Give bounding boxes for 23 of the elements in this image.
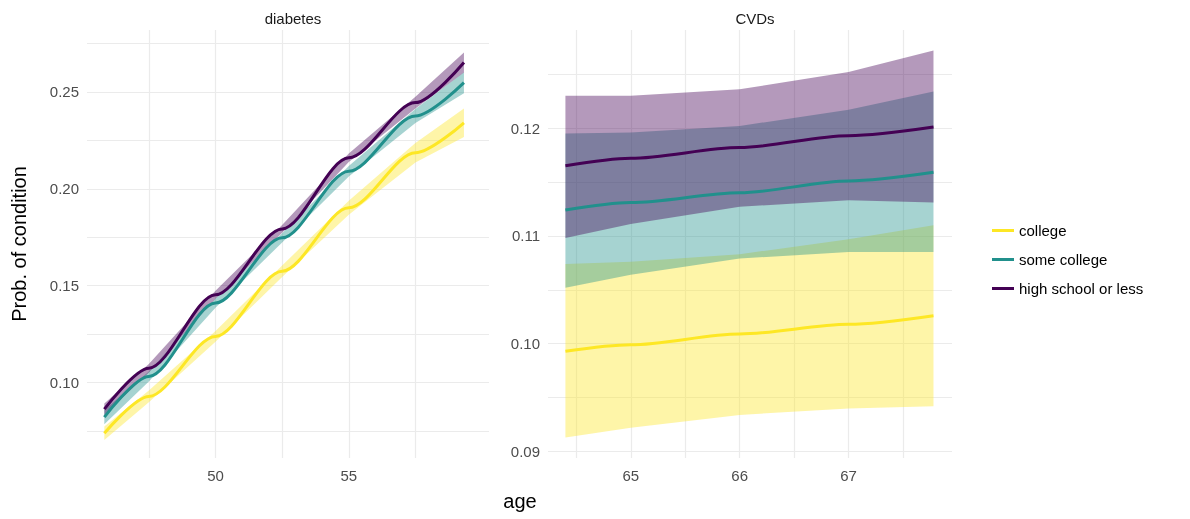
y-tick-label: 0.10: [49, 373, 79, 391]
y-tick-label: 0.09: [510, 443, 540, 461]
line-series: [563, 170, 935, 212]
y-axis-title: Prob. of condition: [8, 166, 30, 322]
y-tick-label: 0.25: [49, 83, 79, 101]
x-tick-label: 55: [340, 467, 358, 484]
legend-label: college: [1019, 222, 1067, 239]
y-tick-label: 0.10: [510, 335, 540, 353]
legend-label: some college: [1019, 251, 1108, 268]
y-tick-label: 0.12: [510, 119, 540, 137]
chart-title: diabetes: [264, 10, 322, 27]
x-tick-label: 50: [207, 467, 224, 484]
x-tick-label: 65: [622, 467, 640, 484]
line-series: [563, 125, 935, 168]
chart-title: CVDs: [735, 10, 775, 27]
y-tick-label: 0.15: [49, 277, 79, 295]
x-tick-label: 66: [731, 467, 748, 484]
y-tick-label: 0.20: [49, 180, 79, 198]
y-tick-label: 0.11: [511, 227, 540, 245]
x-tick-label: 67: [840, 467, 857, 484]
x-axis-title: age: [502, 490, 538, 513]
legend-label: high school or less: [1019, 280, 1144, 297]
line-series: [563, 314, 935, 353]
